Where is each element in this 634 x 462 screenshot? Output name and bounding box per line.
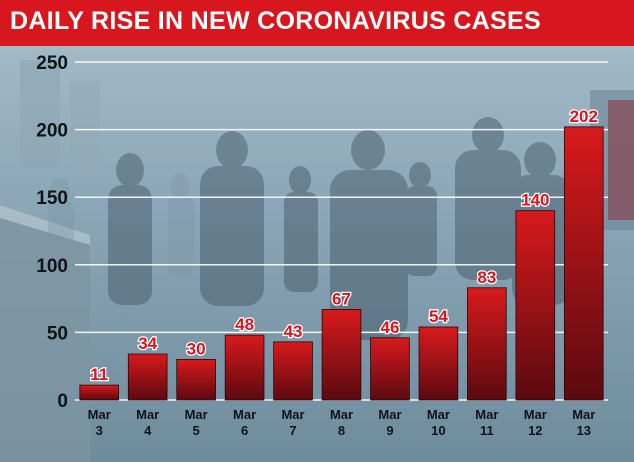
value-label: 83	[477, 268, 496, 287]
bar-mar-3	[79, 384, 120, 401]
x-tick-label: 6	[241, 423, 248, 438]
bar-mar-8	[321, 309, 362, 401]
value-label: 54	[429, 307, 448, 326]
x-tick-label: Mar	[281, 407, 304, 422]
x-tick-label: 5	[193, 423, 200, 438]
x-tick-label: Mar	[136, 407, 159, 422]
bar-mar-6	[224, 334, 265, 401]
x-tick-label: Mar	[185, 407, 208, 422]
y-tick-label: 0	[57, 391, 68, 412]
bar-mar-11	[467, 287, 507, 401]
bar-mar-9	[370, 337, 410, 401]
y-tick-label: 250	[36, 53, 68, 74]
x-tick-label: 12	[528, 423, 542, 438]
value-label: 34	[138, 334, 157, 353]
x-tick-label: 13	[577, 423, 591, 438]
x-tick-label: 7	[289, 423, 296, 438]
title-banner: DAILY RISE IN NEW CORONAVIRUS CASES	[0, 0, 634, 46]
x-tick-label: Mar	[330, 407, 353, 422]
x-tick-label: Mar	[572, 407, 595, 422]
x-tick-label: Mar	[233, 407, 256, 422]
x-tick-label: 4	[144, 423, 152, 438]
bar-mar-12	[515, 210, 556, 401]
y-tick-label: 50	[47, 323, 68, 344]
value-label: 30	[187, 339, 206, 358]
bar-mar-5	[176, 359, 216, 401]
x-tick-label: Mar	[378, 407, 401, 422]
x-tick-label: 3	[96, 423, 103, 438]
bar-mar-4	[127, 353, 168, 401]
value-label: 140	[521, 191, 549, 210]
x-axis-ticks: Mar3Mar4Mar5Mar6Mar7Mar8Mar9Mar10Mar11Ma…	[88, 407, 596, 438]
y-axis-ticks: 0 50 100 150 200 250	[36, 53, 68, 412]
value-label: 67	[332, 289, 351, 308]
x-tick-label: Mar	[524, 407, 547, 422]
chart-title: DAILY RISE IN NEW CORONAVIRUS CASES	[10, 7, 541, 35]
value-label: 48	[235, 315, 254, 334]
x-tick-label: Mar	[427, 407, 450, 422]
bar-mar-13	[563, 126, 604, 401]
x-tick-label: Mar	[88, 407, 111, 422]
value-label: 11	[90, 365, 108, 384]
bars	[79, 126, 604, 401]
y-tick-label: 150	[36, 188, 68, 209]
y-tick-label: 200	[36, 121, 68, 142]
bar-mar-10	[418, 326, 459, 401]
value-label: 202	[570, 107, 598, 126]
value-label: 46	[380, 318, 399, 337]
value-labels: 11 34 30 48 43 67 46 54 83 140 202	[89, 106, 599, 386]
value-label: 43	[284, 322, 303, 341]
y-tick-label: 100	[36, 256, 68, 277]
x-tick-label: 10	[431, 423, 445, 438]
x-tick-label: Mar	[475, 407, 498, 422]
x-tick-label: 8	[338, 423, 345, 438]
bar-mar-7	[273, 341, 313, 401]
x-tick-label: 9	[386, 423, 393, 438]
x-tick-label: 11	[480, 423, 494, 438]
